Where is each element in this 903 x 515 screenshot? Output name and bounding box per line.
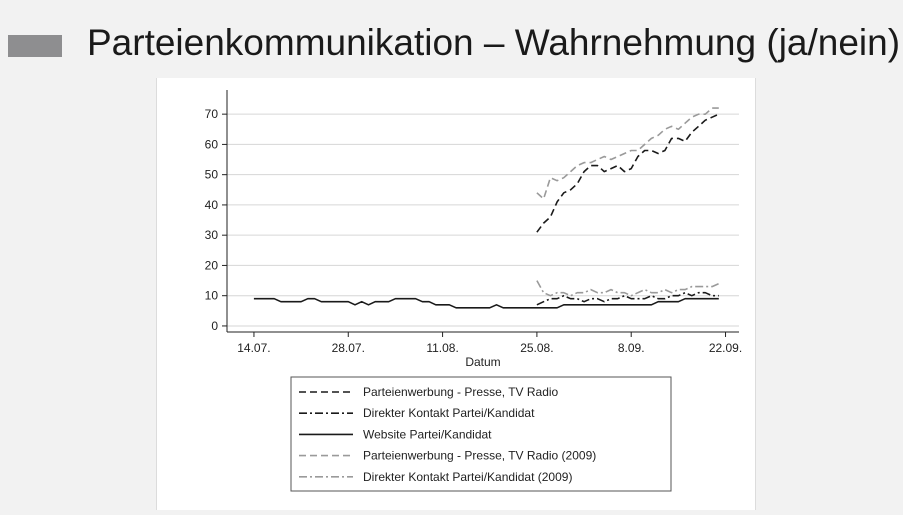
x-tick-label: 28.07. (332, 341, 365, 355)
axes: 0 10 20 30 40 50 60 70 14.07. 28.07. 11.08. 25.08. 8… (205, 90, 742, 355)
chart-panel: 0 10 20 30 40 50 60 70 14.07. 28.07. 11.08. 25.08. 8… (156, 78, 756, 510)
y-tick-label: 20 (205, 258, 219, 272)
legend-label: Parteienwerbung - Presse, TV Radio (2009… (363, 449, 596, 463)
x-axis-label: Datum (465, 355, 500, 369)
series-line-5 (536, 280, 720, 297)
slide-marker (8, 35, 62, 57)
y-tick-label: 0 (211, 319, 218, 333)
legend-label: Direkter Kontakt Partei/Kandidat (363, 406, 535, 420)
y-tick-label: 10 (205, 289, 219, 303)
series-line-3 (253, 297, 719, 309)
series-line-4 (536, 107, 719, 200)
legend-label: Parteienwerbung - Presse, TV Radio (363, 385, 559, 399)
legend-box (290, 376, 672, 492)
legend: Parteienwerbung - Presse, TV Radio Direkt… (290, 376, 672, 492)
x-tick-label: 14.07. (237, 341, 270, 355)
line-chart: 0 10 20 30 40 50 60 70 14.07. 28.07. 11.08. 25.08. 8… (205, 90, 742, 492)
y-tick-label: 70 (205, 107, 219, 121)
series-line-1 (536, 113, 720, 233)
series-line-2 (536, 291, 719, 306)
x-tick-label: 11.08. (426, 341, 458, 355)
x-tick-label: 8.09. (618, 341, 645, 355)
legend-label: Website Partei/Kandidat (363, 427, 492, 441)
slide-title: Parteienkommunikation – Wahrnehmung (ja/… (87, 22, 901, 63)
y-tick-label: 30 (205, 228, 219, 242)
y-tick-label: 50 (205, 168, 219, 182)
x-tick-label: 25.08. (520, 341, 553, 355)
grid-lines (227, 113, 739, 327)
y-tick-label: 60 (205, 137, 219, 151)
y-tick-label: 40 (205, 198, 219, 212)
legend-label: Direkter Kontakt Partei/Kandidat (2009) (363, 470, 572, 484)
x-tick-label: 22.09. (709, 341, 742, 355)
series-lines (253, 107, 720, 309)
